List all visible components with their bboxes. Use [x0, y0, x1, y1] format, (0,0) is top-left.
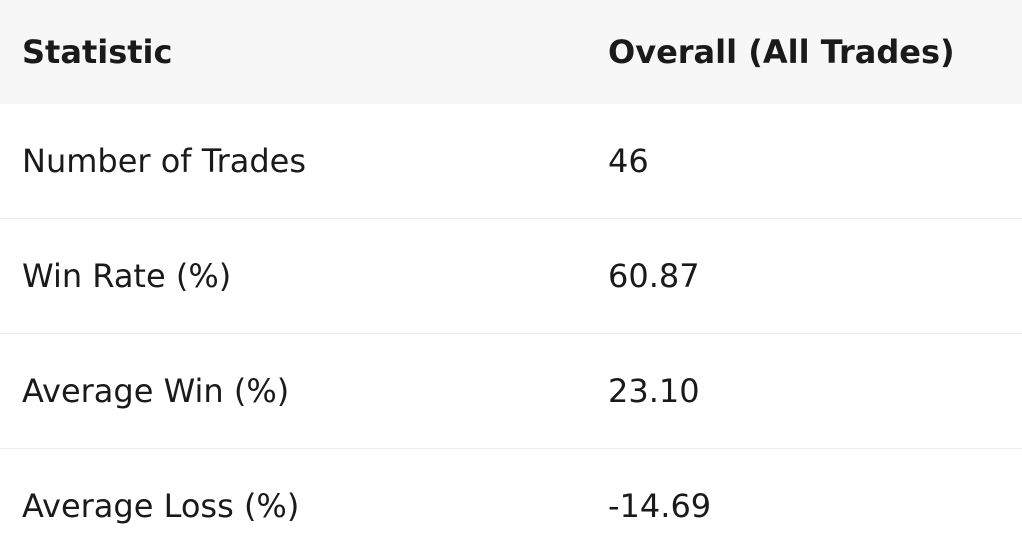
stat-label: Win Rate (%): [22, 257, 232, 295]
stat-value: 23.10: [608, 372, 700, 410]
table-row: Number of Trades 46: [0, 104, 1022, 219]
stat-value: 46: [608, 142, 649, 180]
stat-value: -14.69: [608, 487, 712, 525]
header-cell: Overall (All Trades): [608, 33, 955, 71]
header-cell: Statistic: [22, 33, 173, 71]
stat-value: 60.87: [608, 257, 700, 295]
table-row: Average Win (%) 23.10: [0, 334, 1022, 449]
header-row: Statistic Overall (All Trades): [0, 0, 1022, 104]
table-row: Win Rate (%) 60.87: [0, 219, 1022, 334]
stat-label: Number of Trades: [22, 142, 307, 180]
stat-label: Average Win (%): [22, 372, 290, 410]
stat-label: Average Loss (%): [22, 487, 300, 525]
table-row: Average Loss (%) -14.69: [0, 449, 1022, 552]
